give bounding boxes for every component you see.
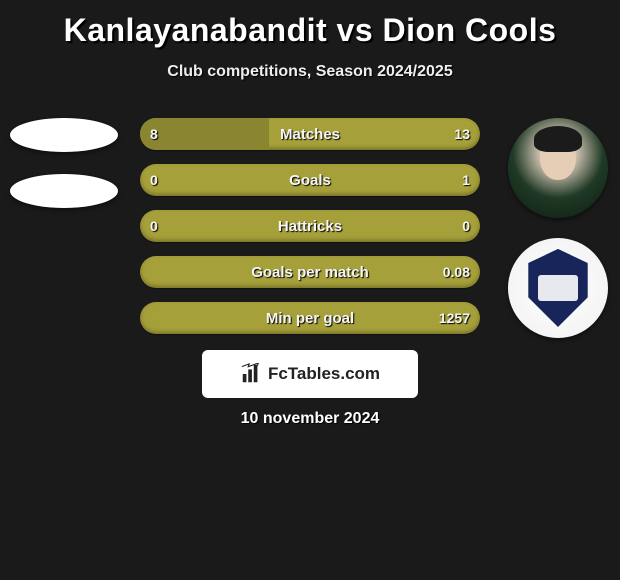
stat-label: Min per goal (140, 302, 480, 334)
brand-footer: FcTables.com (202, 350, 418, 398)
stat-right-value: 1257 (439, 302, 470, 334)
player-face-icon (508, 118, 608, 218)
stat-label: Matches (140, 118, 480, 150)
left-avatar-stack (10, 118, 118, 230)
page-title: Kanlayanabandit vs Dion Cools (0, 0, 620, 49)
stat-label: Goals (140, 164, 480, 196)
stat-bars: 8Matches130Goals10Hattricks0Goals per ma… (140, 118, 480, 348)
comparison-infographic: Kanlayanabandit vs Dion Cools Club compe… (0, 0, 620, 580)
stat-label: Goals per match (140, 256, 480, 288)
bar-chart-icon (240, 363, 262, 385)
player1-club-placeholder (10, 174, 118, 208)
club-crest-icon (525, 249, 591, 327)
title-player2: Dion Cools (383, 12, 557, 48)
brand-label: FcTables.com (268, 364, 380, 384)
right-avatar-stack (508, 118, 608, 358)
title-player1: Kanlayanabandit (64, 12, 328, 48)
stat-row: Min per goal1257 (140, 302, 480, 334)
stat-row: 0Hattricks0 (140, 210, 480, 242)
title-vs: vs (337, 12, 374, 48)
stat-label: Hattricks (140, 210, 480, 242)
player1-photo-placeholder (10, 118, 118, 152)
player2-club-badge (508, 238, 608, 338)
stat-row: Goals per match0.08 (140, 256, 480, 288)
player2-photo (508, 118, 608, 218)
stat-right-value: 1 (462, 164, 470, 196)
page-subtitle: Club competitions, Season 2024/2025 (0, 63, 620, 81)
stat-right-value: 0.08 (443, 256, 470, 288)
stat-row: 0Goals1 (140, 164, 480, 196)
stat-right-value: 13 (454, 118, 470, 150)
stat-right-value: 0 (462, 210, 470, 242)
stat-row: 8Matches13 (140, 118, 480, 150)
date-label: 10 november 2024 (0, 410, 620, 428)
